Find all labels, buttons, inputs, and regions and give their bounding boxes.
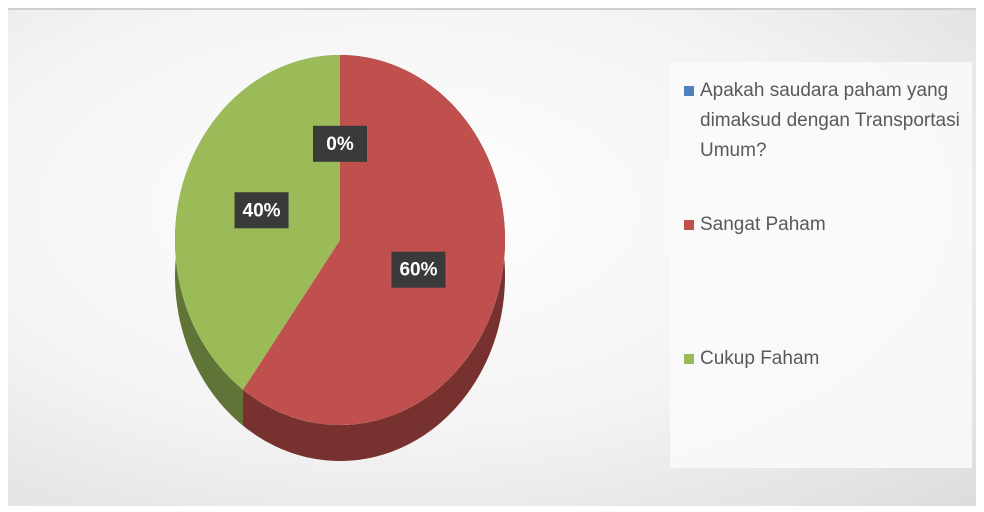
data-label-box bbox=[313, 125, 367, 162]
pie-slice bbox=[243, 55, 505, 425]
legend-swatch bbox=[684, 220, 694, 230]
legend-entry: Apakah saudara paham yang dimaksud denga… bbox=[684, 76, 980, 166]
data-label: 40% bbox=[243, 200, 281, 221]
pie-slice-side bbox=[243, 55, 505, 461]
legend-label: Cukup Faham bbox=[700, 348, 820, 369]
legend-swatch bbox=[684, 354, 694, 364]
legend-entry: Sangat Paham bbox=[684, 210, 980, 240]
legend-label: Apakah saudara paham yang dimaksud denga… bbox=[700, 80, 960, 161]
data-label: 0% bbox=[326, 134, 354, 155]
legend-label: Sangat Paham bbox=[700, 214, 826, 235]
data-label-box bbox=[391, 251, 446, 288]
legend-swatch bbox=[684, 86, 694, 96]
data-label: 60% bbox=[399, 260, 437, 281]
data-label-box bbox=[234, 192, 289, 229]
legend-entry: Cukup Faham bbox=[684, 344, 980, 374]
legend: Apakah saudara paham yang dimaksud denga… bbox=[670, 62, 972, 468]
